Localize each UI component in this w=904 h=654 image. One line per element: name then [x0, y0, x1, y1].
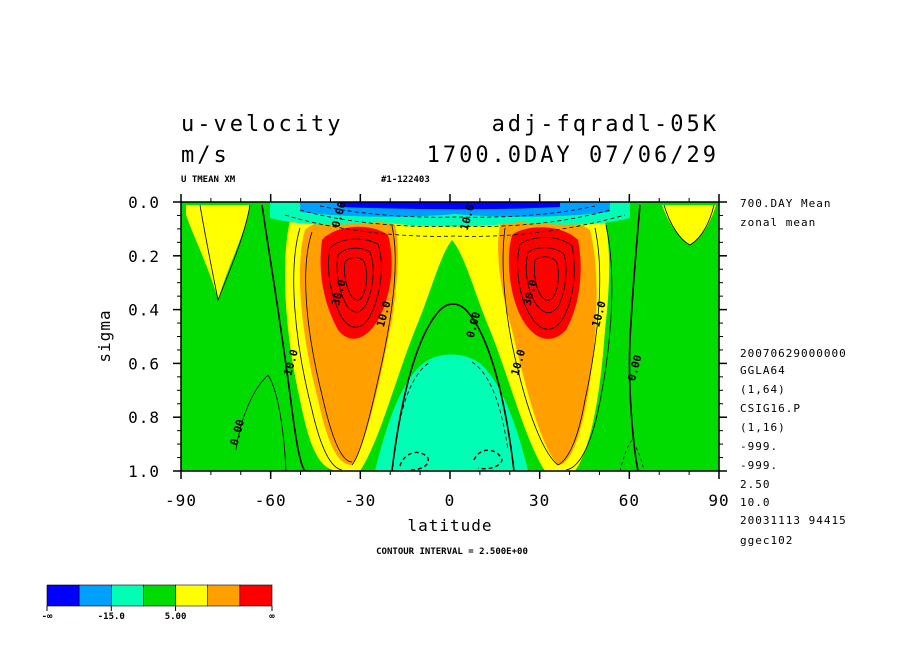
legend-swatch: [207, 584, 241, 607]
x-tick-label: 60: [619, 491, 640, 510]
field-upper-easterlies-darkblue: [340, 202, 560, 210]
x-axis: -90 -60 -30 0 30 60 90: [165, 194, 729, 510]
y-tick-label: 1.0: [128, 462, 160, 481]
x-axis-label: latitude: [407, 516, 492, 535]
side-info-panel: 700.DAY Mean zonal mean 20070629000000 GGLA…: [740, 197, 847, 547]
side-info-line: 20070629000000: [740, 347, 847, 360]
x-tick-label: -30: [344, 491, 376, 510]
side-info-line: (1,64): [740, 383, 786, 396]
side-info-line: ggec102: [740, 534, 793, 547]
legend-swatch: [78, 584, 112, 607]
legend-label: ∞: [269, 612, 275, 622]
legend-label: -∞: [42, 612, 53, 622]
field-yellow-left-upper: [186, 205, 250, 300]
contour-field: 30.0 30.010.010.0 10.010.010.00.000.000.00…: [181, 202, 719, 471]
subtitle-mid: #1-122403: [381, 175, 430, 185]
contour-interval-label: CONTOUR INTERVAL = 2.500E+00: [376, 547, 528, 557]
side-info-line: 2.50: [740, 478, 771, 491]
title-right: adj-fqradl-05K: [492, 112, 719, 137]
side-info-line: 700.DAY Mean: [740, 197, 831, 210]
field-yellow-right-upper: [662, 205, 716, 245]
side-info-line: CSIG16.P: [740, 402, 801, 415]
legend-label: 5.00: [165, 612, 187, 622]
y-tick-label: 0.8: [128, 408, 160, 427]
y-axis-label: sigma: [95, 309, 114, 362]
y-tick-label: 0.4: [128, 301, 160, 320]
units-label: m/s: [181, 143, 230, 168]
x-tick-label: 90: [708, 491, 729, 510]
x-tick-label: -90: [165, 491, 197, 510]
side-info-line: 10.0: [740, 496, 771, 509]
legend-swatch: [46, 584, 80, 607]
y-axis: 0.0 0.2 0.4 0.6 0.8 1.0: [128, 193, 727, 481]
x-tick-label: -60: [255, 491, 287, 510]
title-left: u-velocity: [181, 112, 343, 137]
x-tick-label: 30: [529, 491, 550, 510]
legend-label: -15.0: [98, 612, 125, 622]
color-legend: -∞ -15.0 5.00 ∞: [42, 584, 275, 622]
side-info-line: -999.: [740, 459, 778, 472]
y-tick-label: 0.6: [128, 354, 160, 373]
x-tick-label: 0: [445, 491, 456, 510]
legend-swatch: [175, 584, 209, 607]
side-info-line: 20031113 94415: [740, 514, 847, 527]
y-tick-label: 0.0: [128, 193, 160, 212]
contour-lines: [199, 204, 715, 471]
side-info-line: zonal mean: [740, 216, 816, 229]
subtitle-left: U TMEAN XM: [181, 175, 236, 185]
y-tick-label: 0.2: [128, 247, 160, 266]
time-label: 1700.0DAY 07/06/29: [427, 143, 719, 168]
side-info-line: GGLA64: [740, 364, 786, 377]
legend-swatch: [143, 584, 176, 607]
field-red-north: [508, 227, 581, 339]
side-info-line: -999.: [740, 440, 778, 453]
side-info-line: (1,16): [740, 421, 786, 434]
legend-swatch: [110, 584, 144, 607]
legend-swatch: [239, 584, 273, 607]
